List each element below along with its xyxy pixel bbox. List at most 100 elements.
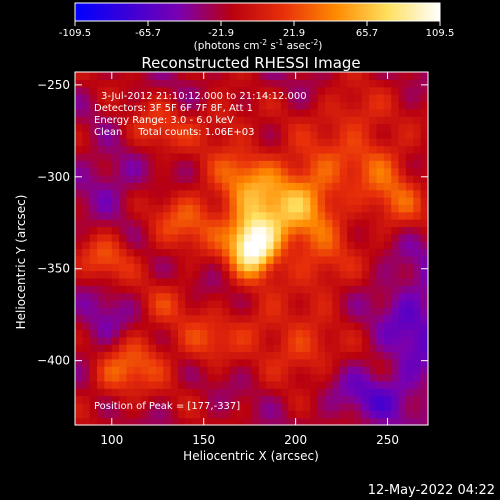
heatmap-cell bbox=[347, 329, 356, 338]
heatmap-cell bbox=[192, 145, 201, 154]
heatmap-cell bbox=[244, 174, 253, 183]
heatmap-cell bbox=[97, 138, 106, 147]
heatmap-cell bbox=[317, 299, 326, 308]
heatmap-cell bbox=[413, 344, 422, 353]
heatmap-cell bbox=[148, 292, 157, 301]
heatmap-cell bbox=[302, 72, 311, 80]
heatmap-cell bbox=[170, 182, 179, 191]
heatmap-cell bbox=[207, 410, 216, 419]
heatmap-cell bbox=[295, 270, 304, 279]
heatmap-cell bbox=[192, 108, 201, 117]
heatmap-cell bbox=[126, 174, 135, 183]
heatmap-cell bbox=[325, 116, 333, 125]
heatmap-cell bbox=[163, 219, 172, 228]
heatmap-cell bbox=[280, 344, 289, 353]
heatmap-cell bbox=[361, 358, 370, 367]
heatmap-cell bbox=[75, 123, 83, 132]
heatmap-cell bbox=[148, 314, 157, 323]
heatmap-cell bbox=[361, 344, 370, 353]
heatmap-cell bbox=[141, 211, 150, 220]
heatmap-cell bbox=[111, 292, 120, 301]
colorbar-tick-label: 65.7 bbox=[356, 28, 378, 39]
heatmap-cell bbox=[177, 94, 186, 103]
heatmap-cell bbox=[119, 322, 128, 330]
heatmap-cell bbox=[170, 255, 179, 264]
heatmap-cell bbox=[155, 108, 164, 117]
heatmap-cell bbox=[273, 79, 282, 88]
heatmap-cell bbox=[170, 226, 179, 235]
heatmap-cell bbox=[177, 388, 186, 397]
heatmap-cell bbox=[111, 79, 120, 88]
heatmap-cell bbox=[332, 255, 341, 264]
heatmap-cell bbox=[119, 189, 128, 198]
heatmap-cell bbox=[310, 204, 319, 213]
heatmap-cell bbox=[405, 123, 414, 132]
heatmap-cell bbox=[126, 255, 135, 264]
heatmap-cell bbox=[192, 248, 201, 257]
heatmap-cell bbox=[126, 410, 135, 419]
heatmap-cell bbox=[148, 145, 157, 154]
heatmap-cell bbox=[141, 219, 150, 228]
heatmap-cell bbox=[391, 174, 400, 183]
heatmap-cell bbox=[192, 314, 201, 323]
heatmap-cell bbox=[170, 79, 179, 88]
heatmap-cell bbox=[266, 94, 275, 103]
y-tick-label: −250 bbox=[37, 78, 70, 92]
heatmap-cell bbox=[244, 233, 253, 242]
heatmap-cell bbox=[310, 233, 319, 242]
heatmap-cell bbox=[251, 241, 260, 250]
heatmap-cell bbox=[258, 417, 267, 426]
heatmap-cell bbox=[273, 182, 282, 191]
heatmap-cell bbox=[391, 417, 400, 426]
heatmap-cell bbox=[251, 116, 260, 125]
heatmap-cell bbox=[288, 138, 297, 147]
heatmap-cell bbox=[170, 314, 179, 323]
heatmap-cell bbox=[133, 314, 142, 323]
heatmap-cell bbox=[214, 255, 223, 264]
heatmap-cell bbox=[369, 86, 378, 95]
heatmap-cell bbox=[325, 314, 333, 323]
heatmap-cell bbox=[192, 358, 201, 367]
heatmap-cell bbox=[317, 72, 326, 80]
heatmap-cell bbox=[339, 366, 348, 375]
heatmap-cell bbox=[398, 336, 407, 345]
heatmap-cell bbox=[310, 160, 319, 169]
heatmap-cell bbox=[280, 101, 289, 110]
heatmap-cell bbox=[273, 160, 282, 169]
heatmap-cell bbox=[222, 167, 231, 176]
heatmap-cell bbox=[288, 79, 297, 88]
heatmap-cell bbox=[369, 174, 378, 183]
heatmap-cell bbox=[288, 285, 297, 294]
heatmap-cell bbox=[302, 358, 311, 367]
heatmap-cell bbox=[302, 277, 311, 286]
heatmap-cell bbox=[280, 255, 289, 264]
heatmap-cell bbox=[222, 410, 231, 419]
heatmap-cell bbox=[317, 373, 326, 382]
heatmap-cell bbox=[288, 101, 297, 110]
heatmap-cell bbox=[192, 152, 201, 161]
heatmap-cell bbox=[207, 86, 216, 95]
heatmap-cell bbox=[354, 182, 363, 191]
heatmap-cell bbox=[347, 255, 356, 264]
heatmap-cell bbox=[200, 152, 208, 161]
heatmap-cell bbox=[251, 233, 260, 242]
heatmap-cell bbox=[214, 248, 223, 257]
heatmap-cell bbox=[347, 197, 356, 205]
heatmap-cell bbox=[104, 101, 113, 110]
heatmap-cell bbox=[89, 219, 98, 228]
heatmap-cell bbox=[133, 219, 142, 228]
heatmap-cell bbox=[89, 108, 98, 117]
heatmap-cell bbox=[192, 160, 201, 169]
heatmap-cell bbox=[391, 241, 400, 250]
heatmap-cell bbox=[420, 395, 429, 404]
heatmap-cell bbox=[295, 72, 304, 80]
heatmap-cell bbox=[258, 307, 267, 316]
heatmap-cell bbox=[75, 160, 83, 169]
heatmap-cell bbox=[126, 366, 135, 375]
heatmap-cell bbox=[302, 322, 311, 330]
heatmap-cell bbox=[295, 263, 304, 272]
heatmap-cell bbox=[200, 358, 208, 367]
heatmap-cell bbox=[361, 277, 370, 286]
heatmap-cell bbox=[339, 314, 348, 323]
heatmap-cell bbox=[111, 204, 120, 213]
